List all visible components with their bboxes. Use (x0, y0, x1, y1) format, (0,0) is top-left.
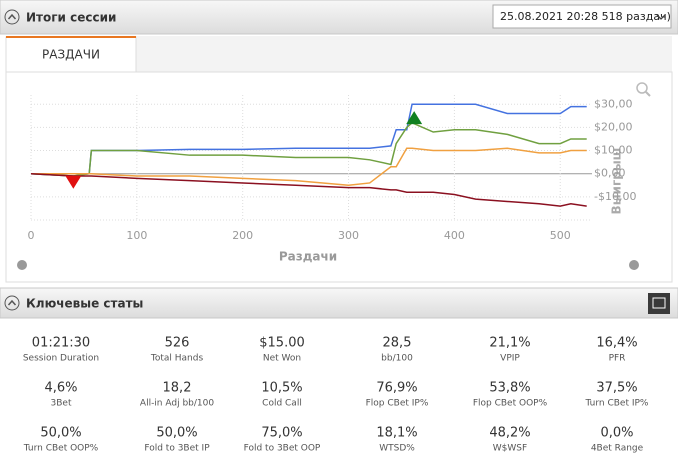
zoom-handle (645, 91, 651, 97)
stat-value: 18,2 (163, 381, 192, 396)
settings-icon[interactable] (17, 260, 27, 270)
stat-value: 10,5% (261, 381, 302, 396)
tab-indicator (6, 36, 136, 38)
stat-value: 01:21:30 (32, 336, 90, 351)
stat-value: 37,5% (596, 381, 637, 396)
stat-value: 21,1% (489, 336, 530, 351)
session-title: Итоги сессии (26, 11, 116, 25)
series-line (30, 121, 587, 177)
stat-label: Flop CBet OOP% (473, 399, 548, 409)
zoom-icon[interactable] (636, 82, 648, 94)
stat-label: All-in Adj bb/100 (140, 399, 214, 409)
stat-label: Cold Call (262, 399, 302, 409)
stat-label: WTSD% (379, 444, 415, 454)
stat-label: Turn CBet OOP% (23, 444, 99, 454)
collapse-arrow (7, 13, 17, 20)
tab[interactable] (5, 36, 137, 73)
collapse-icon[interactable] (4, 9, 20, 25)
stat-value: 76,9% (376, 381, 417, 396)
series-line (30, 172, 587, 207)
layout-button[interactable] (648, 293, 670, 314)
stat-value: 48,2% (489, 426, 530, 441)
stat-label: Turn CBet IP% (585, 399, 649, 409)
collapse-arrow (7, 299, 17, 306)
session-select-text: 25.08.2021 20:28 518 раздач) (500, 10, 671, 23)
stat-label: Net Won (263, 354, 301, 364)
stat-label: Flop CBet IP% (366, 399, 429, 409)
info-icon[interactable] (629, 260, 639, 270)
x-tick-label: 300 (338, 229, 359, 242)
x-axis-label: Раздачи (279, 250, 337, 264)
stat-label: Session Duration (23, 354, 99, 364)
stat-value: 18,1% (376, 426, 417, 441)
stat-label: bb/100 (381, 354, 413, 364)
stat-label: 4Bet Range (591, 444, 644, 454)
series-line (31, 147, 587, 187)
stat-value: 75,0% (261, 426, 302, 441)
stat-label: PFR (609, 354, 626, 364)
layout-icon (652, 297, 666, 309)
y-axis-label: Выигрыш (610, 148, 624, 215)
stat-value: 4,6% (44, 381, 77, 396)
stat-value: 526 (165, 336, 190, 351)
y-tick-label: $0,00 (594, 167, 626, 180)
stat-label: Fold to 3Bet OOP (244, 444, 321, 454)
tab-label: РАЗДАЧИ (42, 48, 100, 62)
stat-label: 3Bet (51, 399, 72, 409)
y-tick-label: $20,00 (594, 120, 633, 133)
stat-value: $15.00 (259, 336, 305, 351)
x-tick-label: 500 (550, 229, 571, 242)
stat-value: 0,0% (600, 426, 633, 441)
collapse-icon[interactable] (4, 295, 20, 311)
x-tick-label: 200 (232, 229, 253, 242)
min-marker (65, 175, 82, 189)
stat-value: 50,0% (40, 426, 81, 441)
stat-label: Total Hands (150, 354, 204, 364)
y-tick-label: $10,00 (594, 144, 633, 157)
x-tick-label: 100 (126, 229, 147, 242)
stat-value: 53,8% (489, 381, 530, 396)
session-select[interactable] (492, 4, 672, 29)
stat-label: VPIP (500, 354, 520, 364)
select-arrow (656, 14, 666, 20)
stat-value: 50,0% (156, 426, 197, 441)
stat-label: W$WSF (493, 444, 527, 454)
stats-header (0, 287, 678, 319)
max-marker (406, 111, 423, 125)
stat-value: 28,5 (383, 336, 412, 351)
x-tick-label: 400 (444, 229, 465, 242)
stat-value: 16,4% (596, 336, 637, 351)
y-tick-label: -$10,00 (594, 190, 636, 203)
x-tick-label: 0 (28, 229, 35, 242)
stats-title: Ключевые статы (26, 297, 143, 311)
stat-label: Fold to 3Bet IP (144, 444, 210, 454)
y-tick-label: $30,00 (594, 97, 633, 110)
